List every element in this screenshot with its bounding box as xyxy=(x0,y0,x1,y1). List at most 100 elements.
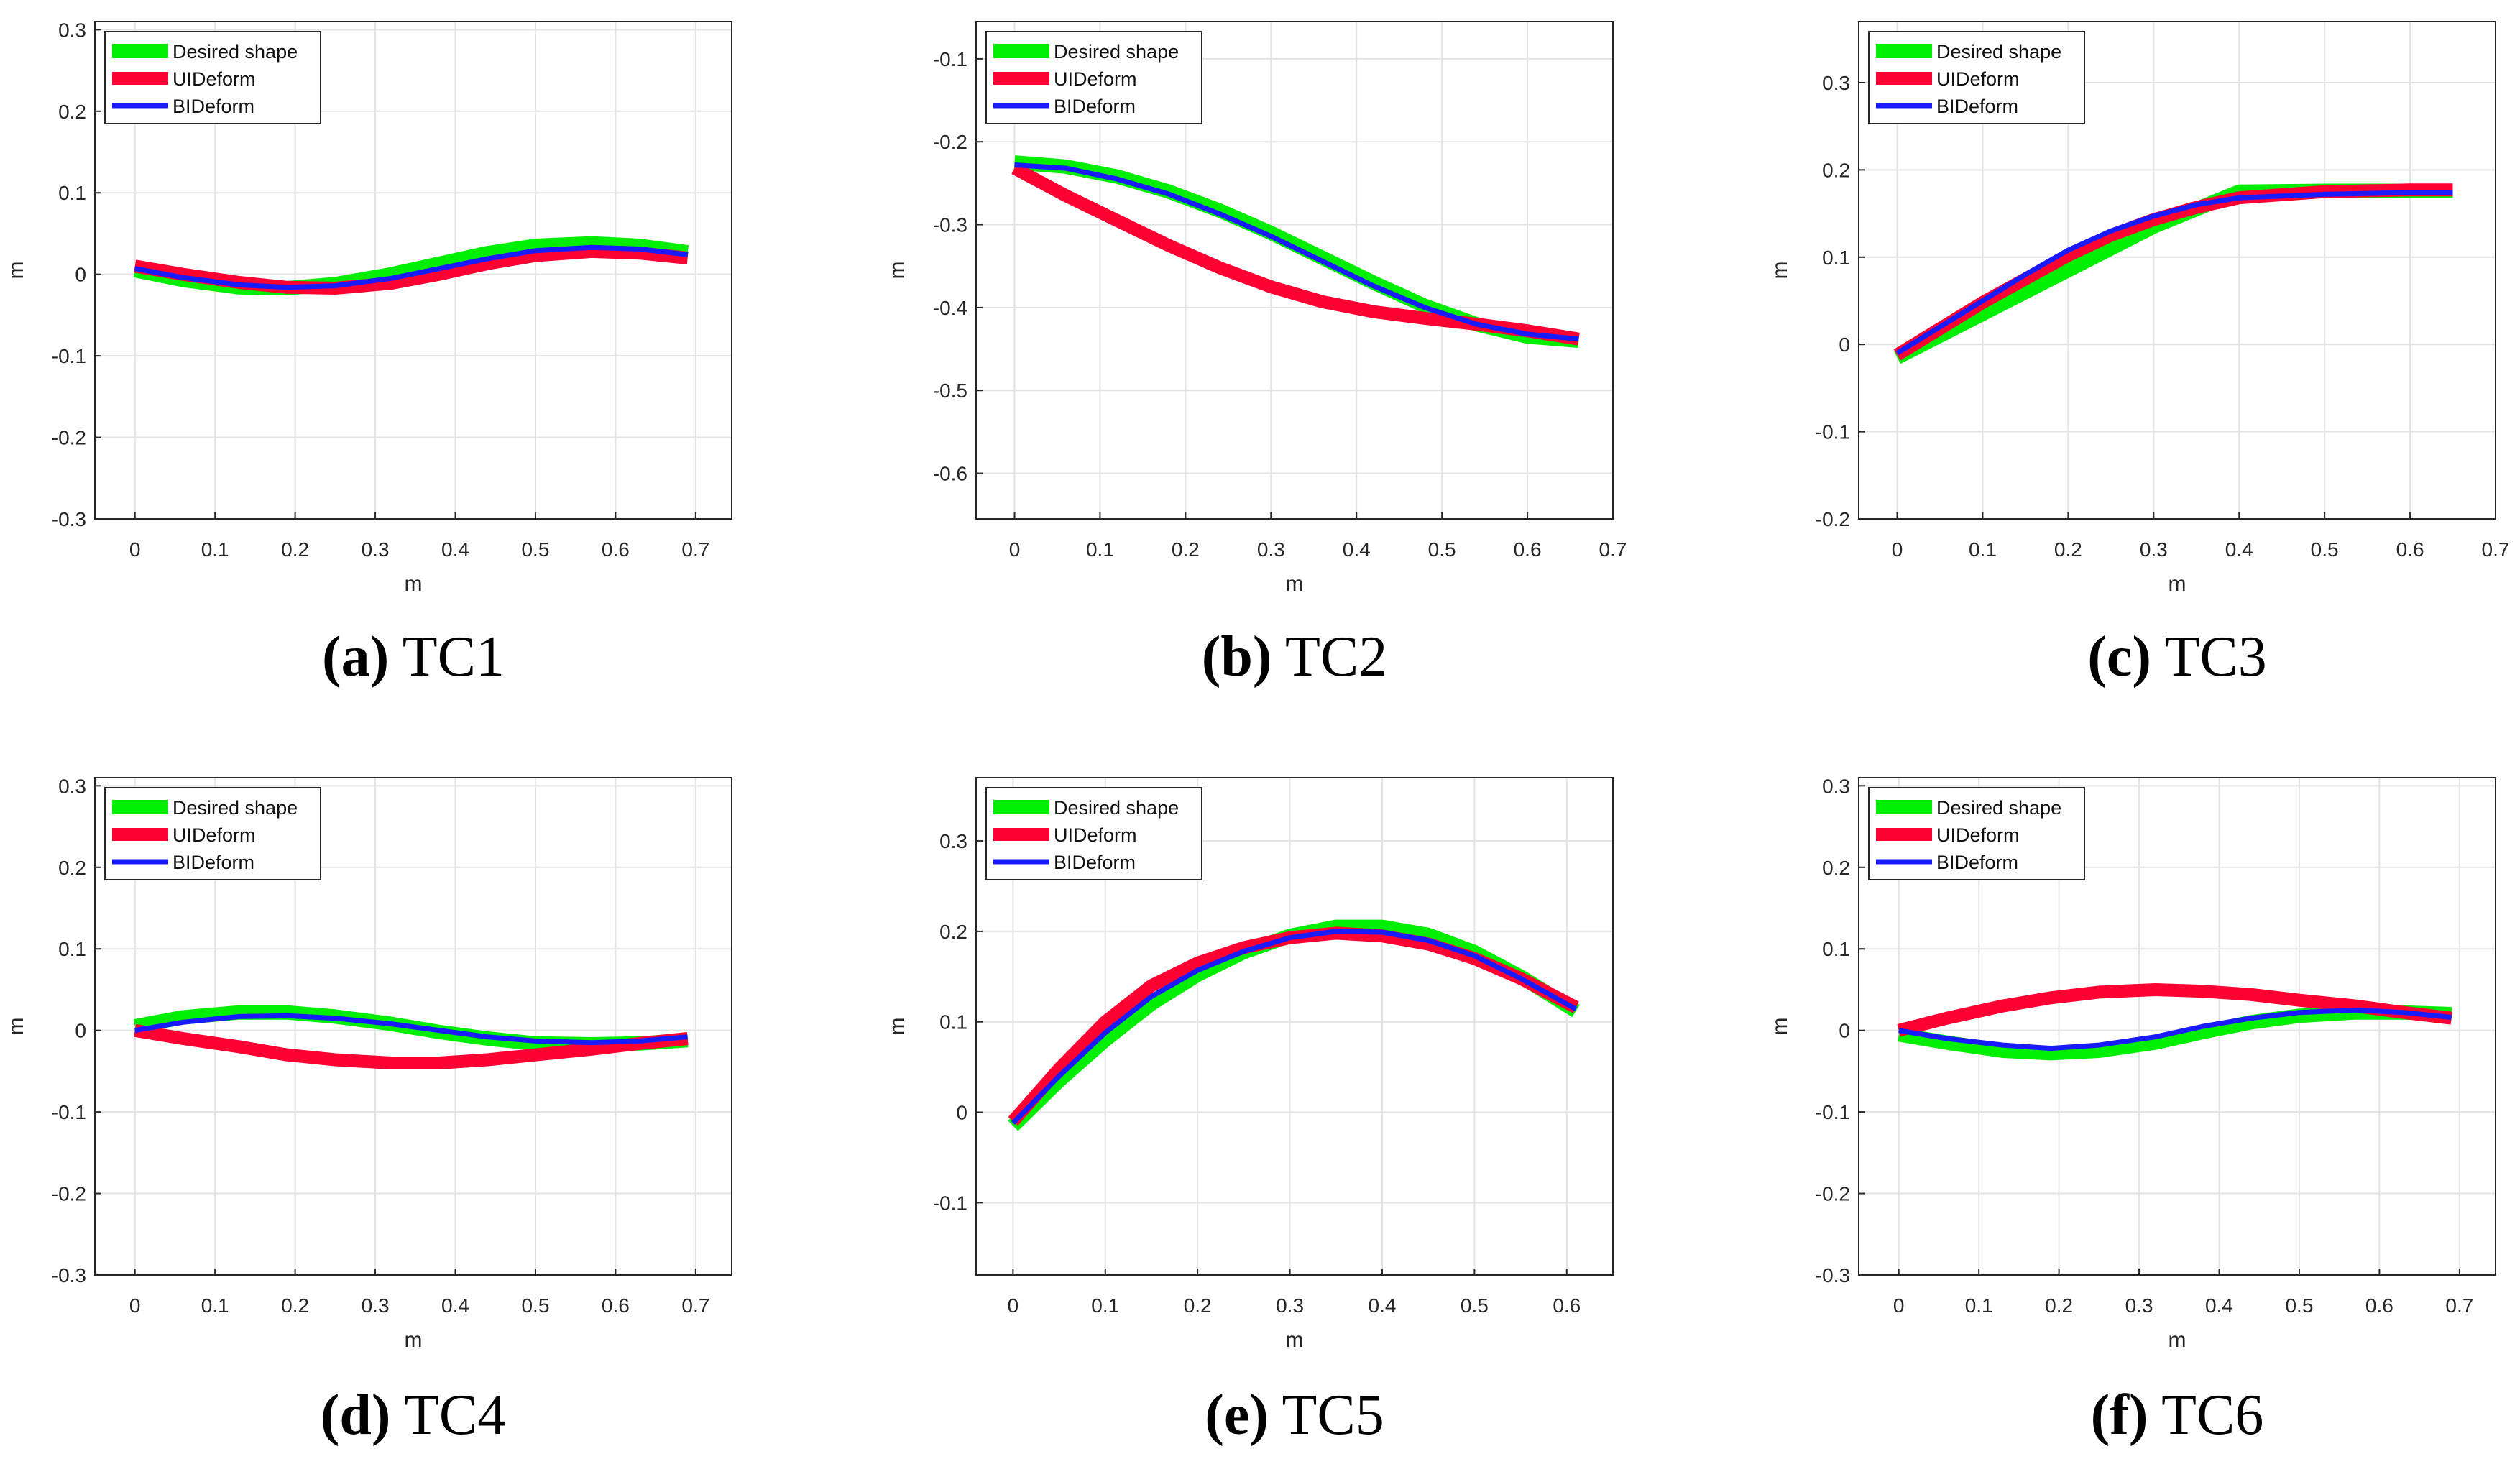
y-tick-label: -0.1 xyxy=(933,48,967,70)
x-tick-label: 0.7 xyxy=(2445,1294,2473,1317)
x-tick-label: 0 xyxy=(129,1294,141,1317)
caption-letter: (a) xyxy=(322,625,389,689)
caption-letter: (e) xyxy=(1205,1384,1269,1447)
x-tick-label: 0.4 xyxy=(441,1294,469,1317)
x-tick-label: 0.4 xyxy=(2225,538,2253,561)
y-tick-label: -0.1 xyxy=(52,1101,86,1123)
axes-box xyxy=(1858,21,2496,520)
x-tick-label: 0 xyxy=(1009,538,1021,561)
x-tick-label: 0 xyxy=(1893,1294,1905,1317)
x-tick-label: 0.3 xyxy=(362,538,390,561)
y-tick-label: -0.1 xyxy=(1816,421,1850,443)
legend-label: UIDeform xyxy=(1054,824,1137,846)
x-tick-label: 0.2 xyxy=(281,538,309,561)
subplot-caption: (e) TC5 xyxy=(1205,1384,1384,1447)
y-axis-label: m xyxy=(1768,1018,1792,1036)
y-tick-label: 0.3 xyxy=(1822,72,1850,94)
y-tick-label: -0.3 xyxy=(52,508,86,530)
y-tick-label: 0.3 xyxy=(939,830,967,852)
y-tick-label: 0.1 xyxy=(1822,938,1850,960)
legend-label: UIDeform xyxy=(173,824,256,846)
x-tick-label: 0.5 xyxy=(521,1294,549,1317)
caption-letter: (b) xyxy=(1202,625,1272,689)
subplot-caption: (d) TC4 xyxy=(321,1384,507,1447)
y-tick-label: 0 xyxy=(956,1102,967,1124)
y-tick-label: 0.2 xyxy=(58,101,86,123)
series-line-bideform xyxy=(1014,162,1579,342)
series-line-bideform xyxy=(1895,190,2453,356)
y-tick-label: 0 xyxy=(75,1020,86,1042)
y-tick-label: 0 xyxy=(1839,333,1850,356)
y-tick-label: -0.2 xyxy=(52,1183,86,1205)
y-tick-label: -0.3 xyxy=(1816,1264,1850,1287)
legend-label: BIDeform xyxy=(1936,852,2018,873)
x-tick-label: 0.5 xyxy=(1428,538,1456,561)
y-tick-label: -0.2 xyxy=(1816,1183,1850,1205)
subplot-tc3: 0 0.1 0.2 0.3 0.4 0.5 0.6 0.7 -0.2 -0.1 0 0.1 0.2 0.3… xyxy=(1768,21,2510,689)
legend-label: BIDeform xyxy=(1054,852,1136,873)
series-line-bideform xyxy=(1011,929,1578,1126)
x-tick-label: 0.7 xyxy=(1599,538,1627,561)
legend-label: Desired shape xyxy=(1936,797,2061,819)
x-tick-label: 0.6 xyxy=(1553,1294,1581,1317)
axes-box xyxy=(975,777,1614,1276)
x-tick-label: 0.3 xyxy=(1257,538,1285,561)
x-tick-label: 0.4 xyxy=(2205,1294,2233,1317)
legend-label: Desired shape xyxy=(1936,41,2061,63)
subplot-caption: (a) TC1 xyxy=(322,625,505,689)
x-tick-label: 0.3 xyxy=(362,1294,390,1317)
y-tick-label: -0.2 xyxy=(1816,508,1850,530)
legend-label: BIDeform xyxy=(173,852,254,873)
x-tick-label: 0.3 xyxy=(1276,1294,1304,1317)
x-tick-label: 0.2 xyxy=(1184,1294,1212,1317)
legend-label: UIDeform xyxy=(1054,68,1137,90)
y-tick-label: -0.5 xyxy=(933,379,967,402)
y-tick-label: -0.4 xyxy=(933,297,967,319)
subplot-tc1: 0 0.1 0.2 0.3 0.4 0.5 0.6 0.7 -0.3 -0.2 -0.1 0 0.1 0.… xyxy=(4,19,732,689)
x-tick-label: 0.1 xyxy=(201,1294,229,1317)
legend-label: BIDeform xyxy=(1936,96,2018,117)
axes-box xyxy=(975,21,1614,520)
y-tick-label: -0.3 xyxy=(52,1264,86,1287)
caption-title: TC5 xyxy=(1269,1384,1384,1447)
caption-letter: (c) xyxy=(2087,625,2151,689)
axes-box xyxy=(1858,777,2496,1276)
x-tick-label: 0.7 xyxy=(2482,538,2510,561)
series-line-bideform xyxy=(134,1013,688,1046)
y-tick-label: -0.1 xyxy=(52,345,86,367)
x-tick-label: 0.4 xyxy=(1369,1294,1397,1317)
x-tick-label: 0.4 xyxy=(1343,538,1371,561)
y-tick-label: 0.3 xyxy=(58,19,86,41)
legend-label: UIDeform xyxy=(173,68,256,90)
y-tick-label: 0.3 xyxy=(58,775,86,797)
x-tick-label: 0.1 xyxy=(1969,538,1997,561)
series-line-bideform xyxy=(134,244,689,290)
x-tick-label: 0 xyxy=(1892,538,1903,561)
x-tick-label: 0.2 xyxy=(281,1294,309,1317)
x-tick-label: 0.2 xyxy=(2045,1294,2073,1317)
x-axis-label: m xyxy=(2169,1328,2186,1352)
legend-label: Desired shape xyxy=(1054,41,1179,63)
y-axis-label: m xyxy=(4,1018,28,1036)
y-tick-label: 0.2 xyxy=(1822,857,1850,879)
legend-label: BIDeform xyxy=(1054,96,1136,117)
legend-label: Desired shape xyxy=(1054,797,1179,819)
y-axis-label: m xyxy=(886,262,909,280)
y-axis-label: m xyxy=(1768,262,1792,280)
x-tick-label: 0 xyxy=(129,538,141,561)
x-tick-label: 0.2 xyxy=(1172,538,1200,561)
series-line-uideform xyxy=(134,1023,689,1069)
y-tick-label: -0.1 xyxy=(933,1192,967,1214)
y-tick-label: 0.1 xyxy=(939,1011,967,1034)
x-tick-label: 0.1 xyxy=(1965,1294,1993,1317)
legend-label: BIDeform xyxy=(173,96,254,117)
x-tick-label: 0.3 xyxy=(2140,538,2168,561)
x-tick-label: 0.1 xyxy=(201,538,229,561)
legend-label: UIDeform xyxy=(1936,824,2020,846)
x-tick-label: 0.6 xyxy=(602,538,630,561)
x-axis-label: m xyxy=(405,1328,423,1352)
x-tick-label: 0.6 xyxy=(2396,538,2424,561)
caption-letter: (f) xyxy=(2091,1384,2148,1447)
x-tick-label: 0.7 xyxy=(681,1294,709,1317)
